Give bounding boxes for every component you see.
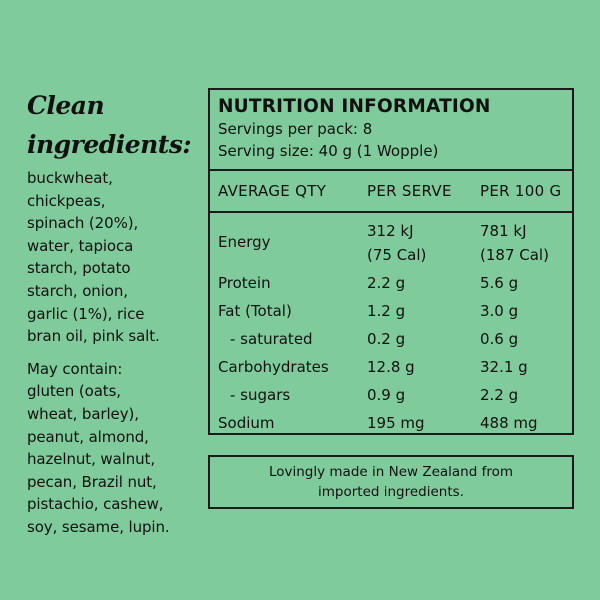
ingredients-line: starch, potato <box>27 259 131 278</box>
allergens-line: pecan, Brazil nut, <box>27 472 157 491</box>
serving-size: Serving size: 40 g (1 Wopple) <box>218 141 439 160</box>
allergens-line: May contain: <box>27 359 123 378</box>
ingredients-line: chickpeas, <box>27 191 106 210</box>
nutrition-header: NUTRITION INFORMATION Servings per pack:… <box>210 90 572 169</box>
value-line: 312 kJ <box>367 222 414 240</box>
per-100g-value: 5.6 g <box>480 274 519 292</box>
nutrition-table: NUTRITION INFORMATION Servings per pack:… <box>208 88 574 435</box>
per-100g-value: 32.1 g <box>480 358 528 376</box>
divider <box>210 211 572 213</box>
ingredients-line: spinach (20%), <box>27 214 139 233</box>
ingredients-line: bran oil, pink salt. <box>27 327 160 346</box>
per-100g-value: 781 kJ (187 Cal) <box>480 219 549 267</box>
per-serve-value: 12.8 g <box>367 358 415 376</box>
allergens-line: soy, sesame, lupin. <box>27 517 170 536</box>
ingredients-line: water, tapioca <box>27 236 134 255</box>
value-line: (75 Cal) <box>367 246 427 264</box>
nutrient-label: Carbohydrates <box>218 358 329 376</box>
header-per-serve: PER SERVE <box>367 182 452 200</box>
per-100g-value: 3.0 g <box>480 302 519 320</box>
table-row: Fat (Total) 1.2 g 3.0 g <box>210 297 572 325</box>
nutrient-label: Protein <box>218 274 271 292</box>
ingredients-line: garlic (1%), rice <box>27 304 145 323</box>
ingredients-line: buckwheat, <box>27 169 113 187</box>
servings-per-pack: Servings per pack: 8 <box>218 120 373 138</box>
ingredients-line: starch, onion, <box>27 281 128 300</box>
allergens-list: May contain: gluten (oats, wheat, barley… <box>27 358 202 539</box>
per-serve-value: 0.2 g <box>367 330 406 348</box>
nutrition-title: NUTRITION INFORMATION <box>218 96 491 117</box>
header-average-qty: AVERAGE QTY <box>218 182 327 200</box>
nutrient-label: Energy <box>218 233 271 251</box>
allergens-line: wheat, barley), <box>27 404 139 423</box>
header-per-100g: PER 100 G <box>480 182 562 200</box>
nutrition-rows: Energy 312 kJ (75 Cal) 781 kJ (187 Cal) … <box>210 213 572 437</box>
nutrient-label: Sodium <box>218 414 275 432</box>
divider <box>210 169 572 171</box>
per-serve-value: 195 mg <box>367 414 425 432</box>
nutrient-label: - saturated <box>230 330 313 348</box>
origin-line: Lovingly made in New Zealand from <box>268 464 514 480</box>
per-100g-value: 488 mg <box>480 414 538 432</box>
ingredients-panel: Clean ingredients: buckwheat, chickpeas,… <box>27 86 202 549</box>
value-line: (187 Cal) <box>480 246 549 264</box>
heading-line: Clean <box>27 91 105 120</box>
allergens-line: hazelnut, walnut, <box>27 450 155 469</box>
allergens-line: peanut, almond, <box>27 427 149 446</box>
origin-line: imported ingredients. <box>318 484 464 500</box>
per-serve-value: 0.9 g <box>367 386 406 404</box>
per-serve-value: 312 kJ (75 Cal) <box>367 219 426 267</box>
heading-line: ingredients: <box>27 130 192 159</box>
per-100g-value: 0.6 g <box>480 330 519 348</box>
per-100g-value: 2.2 g <box>480 386 519 404</box>
value-line: 781 kJ <box>480 222 527 240</box>
allergens-line: gluten (oats, <box>27 382 121 401</box>
table-row: - sugars 0.9 g 2.2 g <box>210 381 572 409</box>
per-serve-value: 2.2 g <box>367 274 406 292</box>
table-row: Energy 312 kJ (75 Cal) 781 kJ (187 Cal) <box>210 219 572 269</box>
table-row: Carbohydrates 12.8 g 32.1 g <box>210 353 572 381</box>
ingredients-heading: Clean ingredients: <box>27 86 202 164</box>
nutrient-label: - sugars <box>230 386 291 404</box>
table-row: - saturated 0.2 g 0.6 g <box>210 325 572 353</box>
ingredients-list: buckwheat, chickpeas, spinach (20%), wat… <box>27 167 202 348</box>
table-row: Protein 2.2 g 5.6 g <box>210 269 572 297</box>
origin-statement: Lovingly made in New Zealand from import… <box>208 455 574 509</box>
nutrient-label: Fat (Total) <box>218 302 292 320</box>
table-row: Sodium 195 mg 488 mg <box>210 409 572 437</box>
column-headers: AVERAGE QTY PER SERVE PER 100 G <box>210 171 572 211</box>
allergens-line: pistachio, cashew, <box>27 495 164 514</box>
per-serve-value: 1.2 g <box>367 302 406 320</box>
